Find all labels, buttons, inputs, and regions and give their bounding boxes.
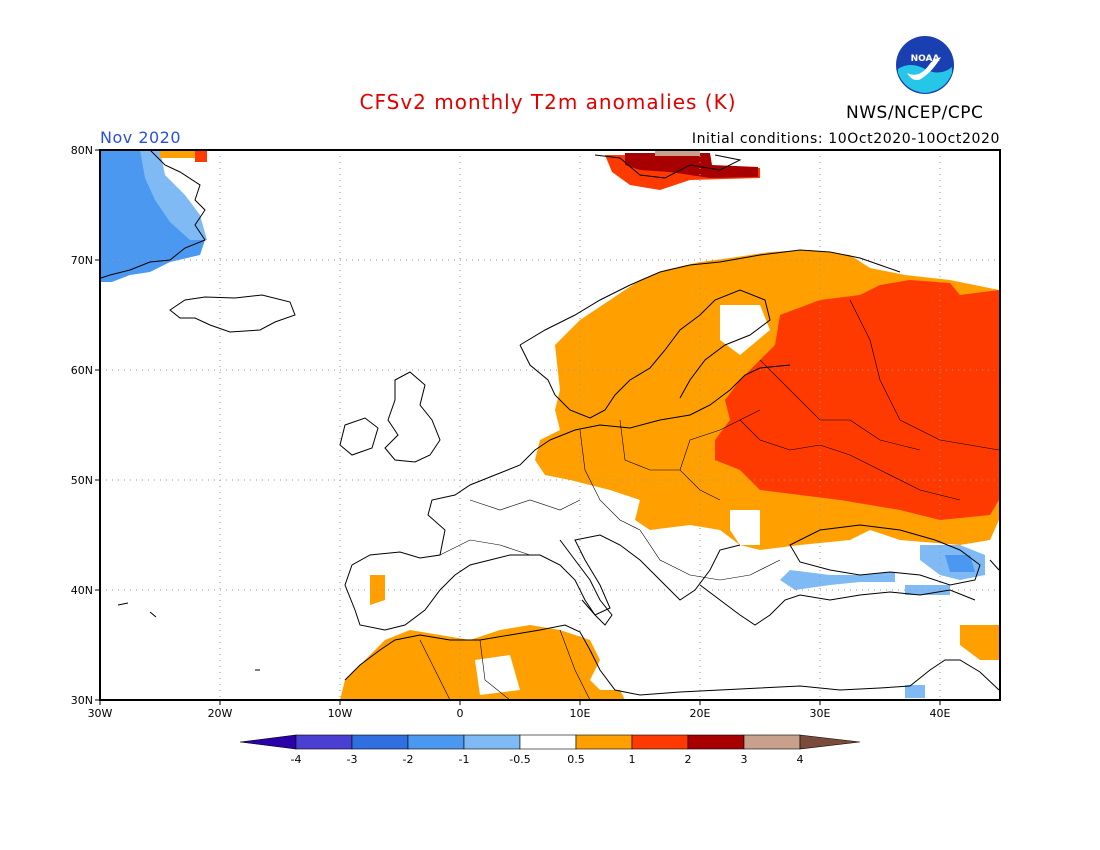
colorbar-label-m2: -2 [403,753,414,766]
anomaly-shading [101,150,999,700]
lat-tick-60n: 60N [71,364,93,377]
noaa-logo: NOAA [896,36,954,94]
graticule [100,150,1000,700]
colorbar-cell-8 [687,734,745,750]
black-sea-mid-negative [945,555,975,572]
colorbar-label-p4: 4 [797,753,804,766]
lon-tick-20w: 20W [208,707,233,720]
colorbar-cell-9 [743,734,801,750]
lon-tick-40e: 40E [930,707,951,720]
tick-marks [95,149,941,705]
colorbar: -4 -3 -2 -1 -0.5 0.5 1 2 3 4 [239,734,861,766]
colorbar-label-p2: 2 [685,753,692,766]
lon-tick-labels: 30W 20W 10W 0 10E 20E 30E 40E [88,707,951,720]
colorbar-label-p3: 3 [741,753,748,766]
initial-conditions: Initial conditions: 10Oct2020-10Oct2020 [691,131,1000,147]
white-hole-balkans [730,510,760,545]
chart-title-text: CFSv2 monthly T2m anomalies (K) [359,90,737,114]
greenland-red-patch [195,150,207,162]
colorbar-label-m4: -4 [291,753,302,766]
colorbar-label-p05: 0.5 [567,753,585,766]
lon-tick-10e: 10E [570,707,591,720]
colorbar-label-m1: -1 [459,753,470,766]
forecast-month: Nov 2020 [100,128,182,147]
colorbar-cell-3 [407,734,465,750]
lon-tick-20e: 20E [690,707,711,720]
country-borders [419,299,1000,701]
colorbar-high-arrow [799,734,861,750]
greenland-orange-patch [160,150,195,158]
chart-title: CFSv2 monthly T2m anomalies (K) [0,90,1100,114]
colorbar-cell-4 [463,734,521,750]
turkey-negative [780,570,895,590]
lon-tick-0: 0 [457,707,464,720]
colorbar-cell-1 [295,734,353,750]
colorbar-label-m05: -0.5 [509,753,530,766]
greenland-negative-anomaly [101,150,205,282]
lat-tick-40n: 40N [71,584,93,597]
colorbar-cell-5 [519,734,577,750]
east-med-orange [960,625,999,660]
lat-tick-labels: 30N 40N 50N 60N 70N 80N [71,144,93,707]
near-east-negative [905,685,925,698]
white-hole-sahara [475,655,520,695]
colorbar-label-p1: 1 [629,753,636,766]
map-frame [99,149,1001,701]
logo-text: NOAA [911,54,940,64]
lon-tick-10w: 10W [328,707,353,720]
lat-tick-30n: 30N [71,694,93,707]
colorbar-low-arrow [239,734,297,750]
coastlines [100,149,1000,696]
lat-tick-70n: 70N [71,254,93,267]
greenland-weak-negative [140,150,207,240]
organization-label: NWS/NCEP/CPC [846,103,984,123]
turkey-negative-east [905,585,950,595]
spain-orange [370,575,385,605]
colorbar-cell-2 [351,734,409,750]
svalbard-brown [655,150,700,156]
lat-tick-80n: 80N [71,144,93,157]
lon-tick-30w: 30W [88,707,113,720]
russia-strong-positive [715,280,999,520]
colorbar-cell-7 [631,734,689,750]
lon-tick-30e: 30E [810,707,831,720]
colorbar-cell-6 [575,734,633,750]
colorbar-label-m3: -3 [347,753,358,766]
lat-tick-50n: 50N [71,474,93,487]
